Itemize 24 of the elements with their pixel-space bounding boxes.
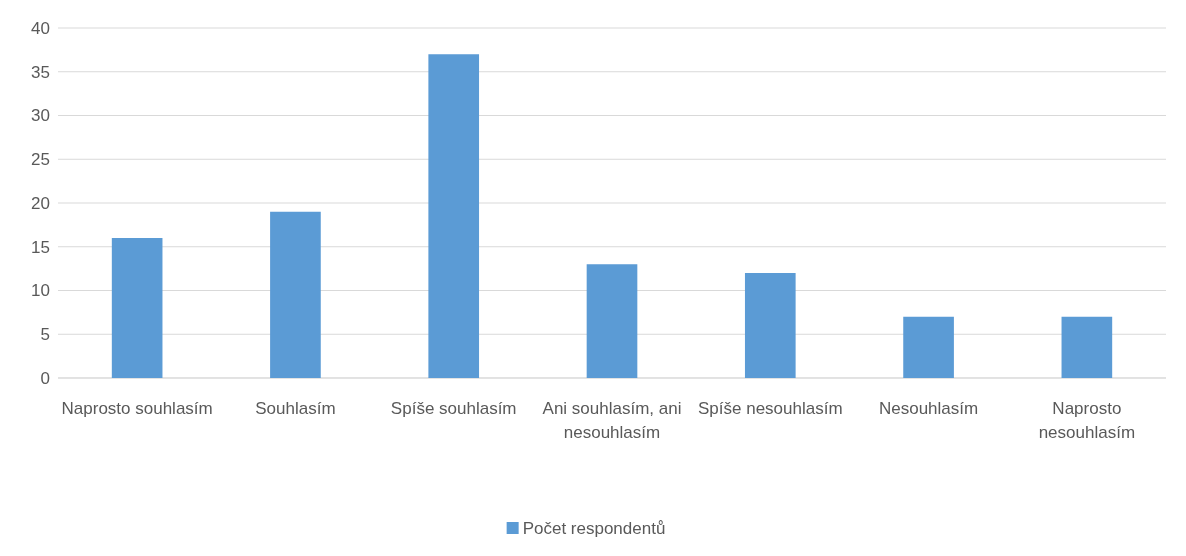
- x-tick-label: Souhlasím: [255, 399, 336, 418]
- bar: [744, 273, 796, 378]
- x-tick-label: Naprosto souhlasím: [61, 399, 213, 418]
- bar: [428, 54, 480, 378]
- bar: [111, 238, 163, 378]
- legend-label: Počet respondentů: [522, 518, 666, 538]
- x-tick-label: Ani souhlasím, ani nesouhlasím: [542, 399, 682, 442]
- bar: [903, 316, 954, 378]
- x-tick-label: Nesouhlasím: [878, 399, 979, 418]
- y-tick-label: 40: [31, 18, 50, 38]
- y-tick-label: 35: [31, 62, 50, 82]
- bar: [586, 264, 638, 378]
- x-tick-label: Spíše souhlasím: [390, 399, 517, 418]
- bar: [270, 211, 321, 378]
- y-tick-label: 20: [31, 193, 50, 213]
- bar: [1061, 316, 1113, 378]
- y-tick-label: 10: [31, 281, 50, 301]
- y-tick-label: 30: [31, 106, 50, 126]
- x-tick-label: Naprosto nesouhlasím: [1038, 399, 1136, 442]
- y-tick-label: 25: [31, 150, 50, 170]
- x-tick-label: Spíše nesouhlasím: [697, 399, 843, 418]
- y-tick-label: 5: [40, 325, 50, 345]
- y-tick-label: 15: [31, 237, 50, 257]
- y-tick-label: 0: [40, 368, 50, 388]
